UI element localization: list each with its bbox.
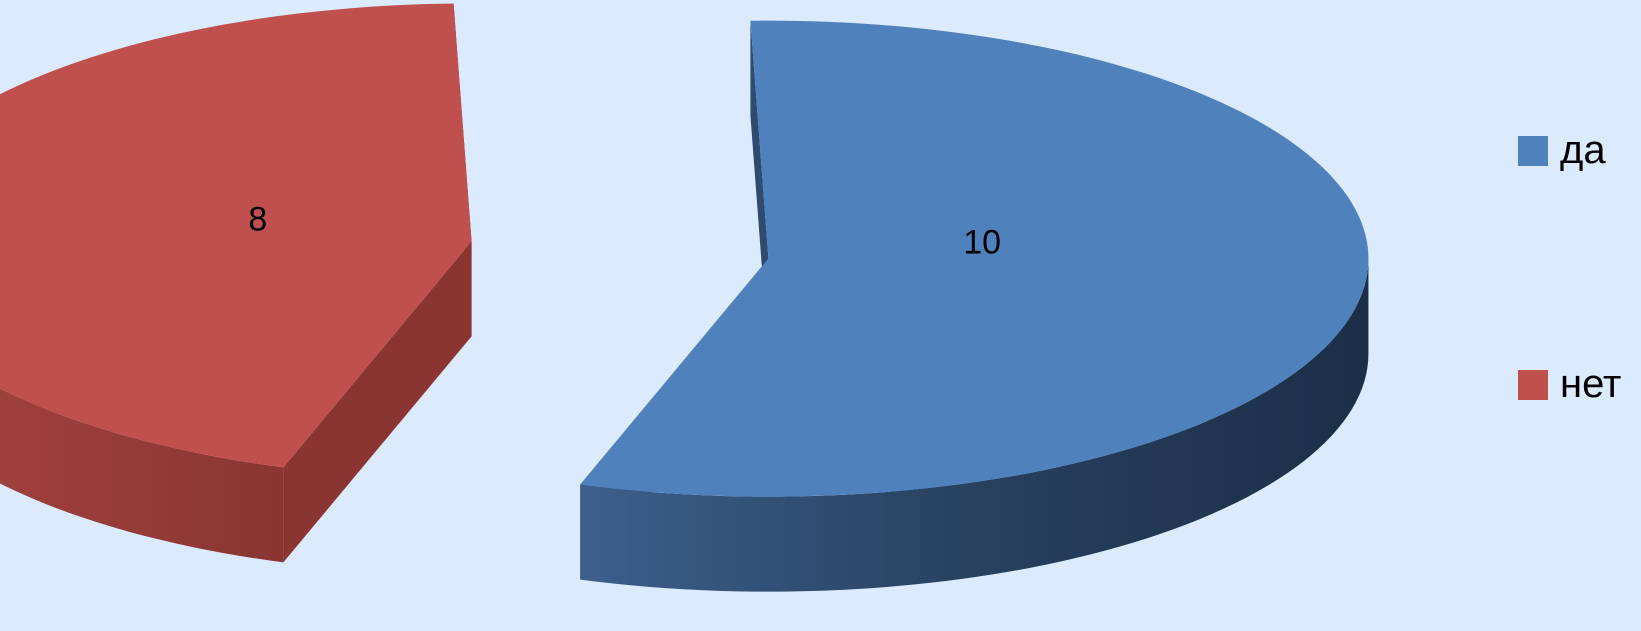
legend-swatch-da (1518, 135, 1548, 166)
data-label-da: 10 (963, 223, 1001, 261)
legend-swatch-net (1518, 369, 1548, 400)
legend-label-da: да (1560, 128, 1606, 172)
slices-layer (0, 3, 1369, 592)
pie-slice-da-rim-0 (580, 258, 1369, 592)
pie-slice-net (0, 3, 472, 563)
legend: да нет (1518, 128, 1638, 408)
pie-slice-net-top (0, 3, 472, 468)
pie-slice-net-wall-0 (283, 241, 472, 563)
legend-label-net: нет (1560, 362, 1622, 406)
data-label-net: 8 (248, 201, 267, 239)
pie-slice-da (580, 20, 1369, 592)
data-labels-layer: 10 8 (248, 201, 1001, 262)
pie-slice-net-rim-0 (0, 388, 284, 563)
pie-slice-da-top (580, 20, 1369, 497)
legend-item-net: нет (1518, 362, 1621, 407)
legend-item-da: да (1518, 128, 1606, 173)
